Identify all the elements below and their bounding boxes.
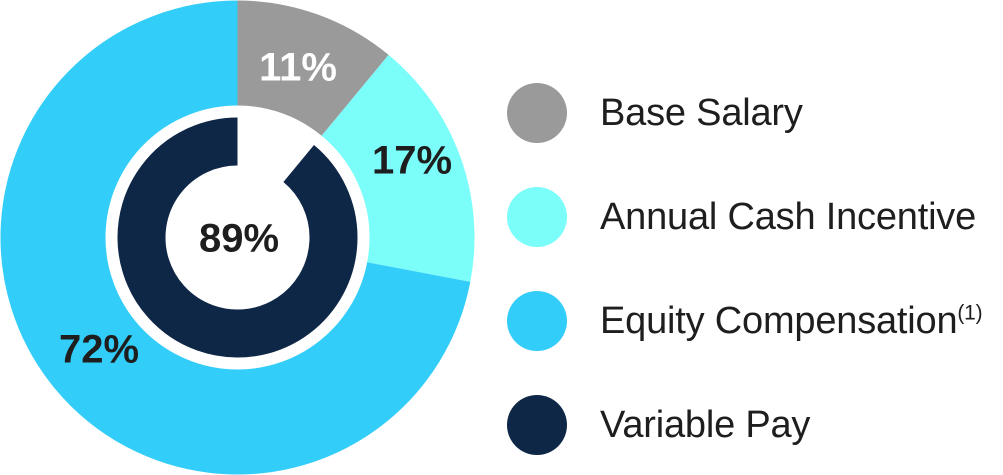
donut-chart: 11% 17% 72% 89% — [0, 0, 475, 475]
legend: Base Salary Annual Cash Incentive Equity… — [507, 83, 983, 455]
legend-swatch-navy-circle — [507, 395, 567, 455]
legend-label-equity-compensation: Equity Compensation(1) — [600, 299, 983, 342]
slice-label-equity-compensation: 72% — [58, 327, 140, 372]
slice-label-base-salary: 11% — [259, 45, 337, 90]
legend-swatch-blue-circle — [507, 291, 567, 351]
inner-arc-1 — [117, 117, 358, 358]
donut-chart-svg — [0, 0, 475, 475]
outer-slice-0 — [236, 0, 389, 137]
legend-swatch-gray-circle — [507, 83, 567, 143]
legend-superscript-footnote-1: (1) — [957, 300, 983, 324]
legend-label-variable-pay: Variable Pay — [600, 403, 811, 446]
outer-slice-1 — [320, 54, 475, 282]
legend-item-base-salary: Base Salary — [507, 83, 982, 143]
slice-label-annual-cash-incentive: 17% — [371, 138, 453, 183]
legend-item-variable-pay: Variable Pay — [507, 395, 982, 455]
legend-label-base-salary: Base Salary — [600, 91, 803, 134]
legend-label-annual-cash-incentive: Annual Cash Incentive — [600, 195, 977, 238]
legend-item-equity-compensation: Equity Compensation(1) — [507, 291, 983, 351]
center-label-variable-pay: 89% — [198, 216, 280, 261]
legend-swatch-cyan-circle — [507, 187, 567, 247]
legend-item-annual-cash-incentive: Annual Cash Incentive — [507, 187, 982, 247]
outer-slice-2 — [0, 0, 471, 475]
